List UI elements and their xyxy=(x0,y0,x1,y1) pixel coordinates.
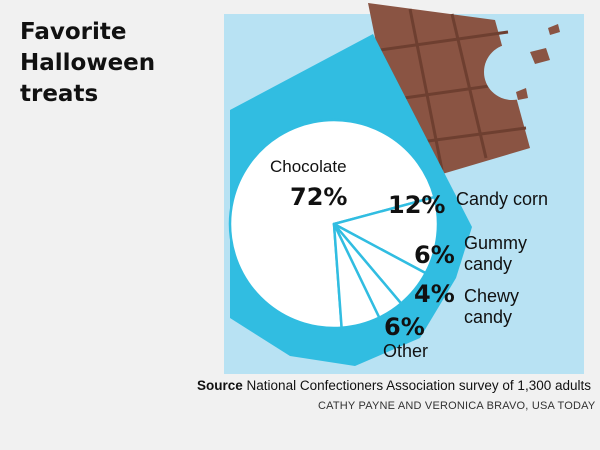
pie-slice-candy-corn xyxy=(332,195,440,275)
category-label-other: Other xyxy=(383,341,428,361)
value-label-candy-corn: 12% xyxy=(388,191,445,219)
category-label-gummy-candy: candy xyxy=(464,254,512,274)
category-label-chewy-candy: candy xyxy=(464,307,512,327)
crumb xyxy=(516,88,528,100)
pie-chart xyxy=(228,118,440,330)
value-label-gummy-candy: 6% xyxy=(414,241,455,269)
category-label-chocolate: Chocolate xyxy=(270,157,347,176)
bite-mark xyxy=(484,44,540,100)
pie-slice-other xyxy=(332,222,381,329)
category-label-candy-corn: Candy corn xyxy=(456,189,548,209)
value-label-chewy-candy: 4% xyxy=(414,280,455,308)
value-label-chocolate: 72% xyxy=(290,183,347,211)
category-label-gummy-candy: Gummy xyxy=(464,233,527,253)
source-text: National Confectioners Association surve… xyxy=(246,378,591,393)
chart-title: Favorite Halloween treats xyxy=(20,17,210,110)
title-line-3: treats xyxy=(20,81,99,107)
crumb xyxy=(530,48,550,64)
source-label: Source xyxy=(197,378,243,393)
category-label-chewy-candy: Chewy xyxy=(464,286,519,306)
value-label-other: 6% xyxy=(384,313,425,341)
credit-note: CATHY PAYNE AND VERONICA BRAVO, USA TODA… xyxy=(318,400,596,412)
title-line-2: Halloween xyxy=(20,50,156,76)
source-note: Source National Confectioners Associatio… xyxy=(197,378,597,393)
title-line-1: Favorite xyxy=(20,19,127,45)
crumb xyxy=(548,24,560,35)
pie-slice-chocolate xyxy=(228,118,436,330)
